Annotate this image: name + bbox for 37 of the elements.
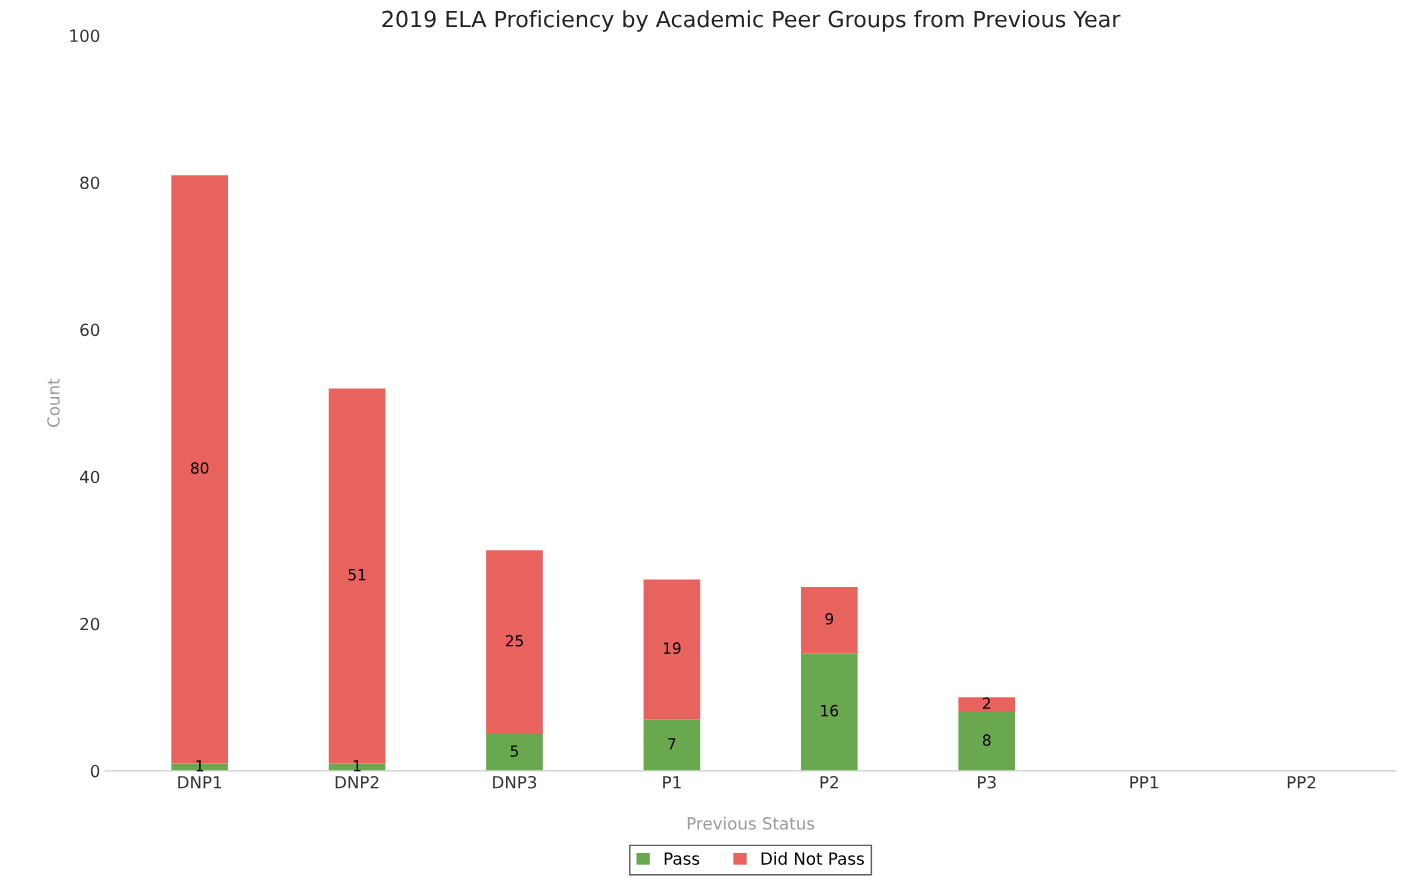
x-tick-label: P2 [820, 775, 838, 789]
x-tick-label: P3 [978, 775, 996, 789]
bar [643, 579, 701, 720]
data-label: 51 [348, 569, 366, 581]
x-tick-label: DNP1 [178, 776, 222, 789]
bar [486, 734, 543, 771]
chart-title: 2019 ELA Proficiency by Academic Peer Groups from Previous Year [382, 10, 1121, 32]
y-tick-label: 100 [70, 29, 100, 43]
y-axis-title: Count [47, 378, 60, 427]
data-label: 19 [663, 642, 681, 654]
y-tick-label: 40 [79, 470, 100, 484]
data-label: 25 [505, 635, 523, 647]
bar [486, 550, 543, 735]
y-tick-label: 80 [80, 176, 100, 190]
x-tick-label: PP2 [1287, 775, 1316, 789]
x-tick-label: PP1 [1130, 776, 1158, 789]
bar [958, 697, 1016, 712]
data-label: 16 [821, 704, 839, 717]
data-label: 7 [668, 738, 676, 750]
legend-label: Pass [664, 852, 700, 865]
legend-label: Did Not Pass [761, 852, 864, 865]
bar [800, 653, 858, 771]
y-tick-label: 20 [80, 617, 100, 631]
bar [958, 711, 1016, 771]
data-label: 8 [982, 734, 991, 746]
x-tick-label: DNP2 [335, 775, 379, 789]
data-label: 2 [982, 697, 991, 709]
bar [643, 719, 701, 771]
y-tick-label: 60 [80, 323, 100, 337]
data-label: 5 [510, 745, 519, 757]
data-label: 9 [825, 612, 834, 625]
x-tick-label: DNP3 [493, 775, 537, 789]
x-tick-label: P1 [663, 776, 681, 789]
data-label: 80 [190, 462, 209, 474]
bar [800, 586, 858, 654]
y-tick-label: 0 [90, 764, 100, 778]
x-axis-title: Previous Status [687, 816, 815, 830]
